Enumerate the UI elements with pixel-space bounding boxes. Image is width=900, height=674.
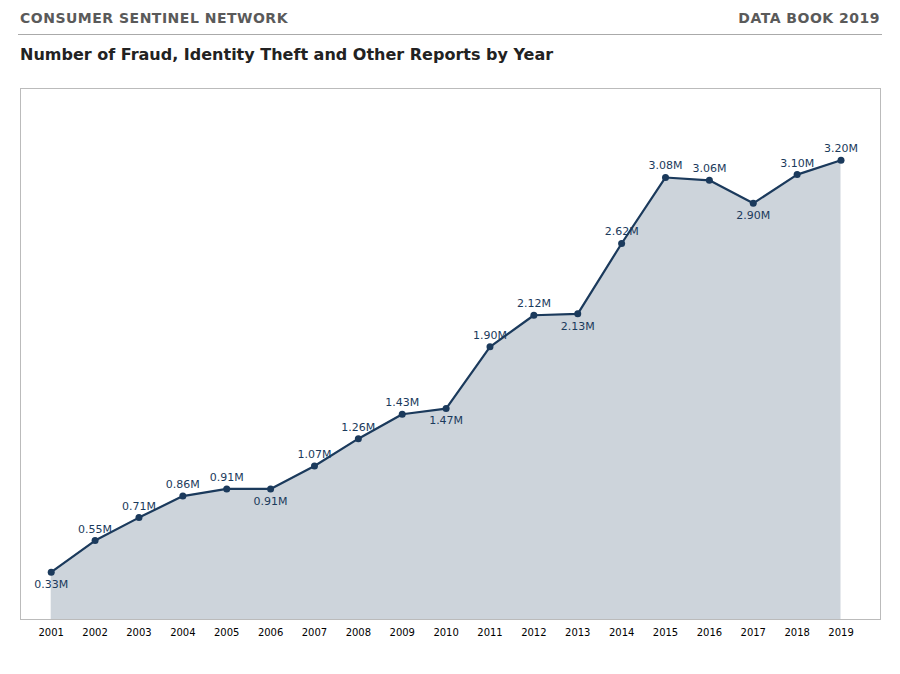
svg-text:0.91M: 0.91M xyxy=(210,471,244,484)
svg-text:2001: 2001 xyxy=(38,627,63,638)
svg-text:2018: 2018 xyxy=(784,627,809,638)
svg-text:2019: 2019 xyxy=(828,627,853,638)
svg-text:1.43M: 1.43M xyxy=(385,396,419,409)
svg-text:0.33M: 0.33M xyxy=(34,578,68,591)
svg-text:2007: 2007 xyxy=(302,627,327,638)
svg-text:2015: 2015 xyxy=(653,627,678,638)
svg-text:2016: 2016 xyxy=(697,627,722,638)
svg-text:0.71M: 0.71M xyxy=(122,500,156,513)
svg-text:2.12M: 2.12M xyxy=(517,297,551,310)
html-text:Number of Fraud, Identity Thef: Number of Fraud, Identity Theft and Othe… xyxy=(20,45,554,64)
svg-text:2.13M: 2.13M xyxy=(561,320,595,333)
svg-text:3.06M: 3.06M xyxy=(692,162,726,175)
svg-text:2004: 2004 xyxy=(170,627,195,638)
svg-text:2002: 2002 xyxy=(82,627,107,638)
svg-text:0.86M: 0.86M xyxy=(166,478,200,491)
svg-text:2003: 2003 xyxy=(126,627,151,638)
svg-text:2017: 2017 xyxy=(741,627,766,638)
svg-text:2.90M: 2.90M xyxy=(736,209,770,222)
svg-text:3.10M: 3.10M xyxy=(780,157,814,170)
svg-text:1.90M: 1.90M xyxy=(473,329,507,342)
svg-text:1.26M: 1.26M xyxy=(341,421,375,434)
svg-text:2006: 2006 xyxy=(258,627,283,638)
html-text:CONSUMER SENTINEL NETWORK: CONSUMER SENTINEL NETWORK xyxy=(20,10,288,26)
svg-text:2.62M: 2.62M xyxy=(605,225,639,238)
svg-text:2013: 2013 xyxy=(565,627,590,638)
svg-text:2011: 2011 xyxy=(477,627,502,638)
svg-text:1.47M: 1.47M xyxy=(429,414,463,427)
svg-text:3.08M: 3.08M xyxy=(649,159,683,172)
svg-text:2012: 2012 xyxy=(521,627,546,638)
html-text:DATA BOOK 2019: DATA BOOK 2019 xyxy=(738,10,880,26)
svg-text:2009: 2009 xyxy=(390,627,415,638)
svg-text:2014: 2014 xyxy=(609,627,634,638)
svg-text:3.20M: 3.20M xyxy=(824,142,858,155)
svg-text:2008: 2008 xyxy=(346,627,371,638)
svg-text:0.55M: 0.55M xyxy=(78,523,112,536)
svg-text:2010: 2010 xyxy=(433,627,458,638)
svg-text:2005: 2005 xyxy=(214,627,239,638)
svg-text:1.07M: 1.07M xyxy=(297,448,331,461)
svg-text:0.91M: 0.91M xyxy=(254,495,288,508)
